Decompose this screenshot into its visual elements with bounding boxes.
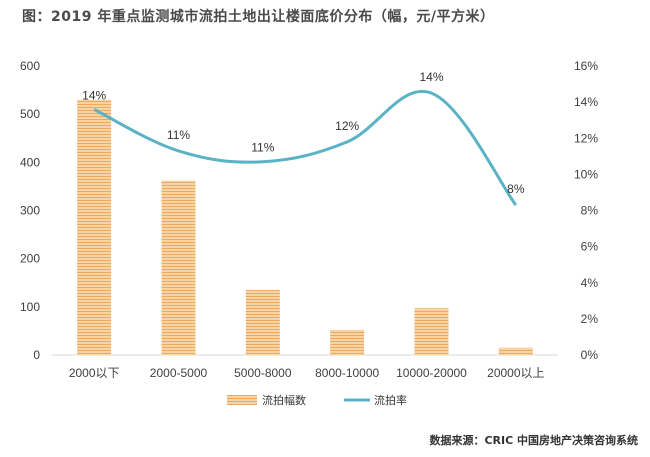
left-tick-label: 600 [20, 59, 40, 73]
legend-bar-label: 流拍幅数 [262, 393, 306, 407]
left-tick-label: 400 [20, 155, 40, 169]
bar [330, 329, 365, 355]
right-tick-label: 12% [574, 131, 598, 145]
right-tick-label: 8% [581, 204, 599, 218]
bar [77, 99, 112, 355]
x-tick-label: 2000以下 [69, 366, 120, 380]
right-tick-label: 6% [581, 240, 599, 254]
left-tick-label: 500 [20, 107, 40, 121]
right-tick-label: 2% [581, 312, 599, 326]
left-axis: 0 100 200 300 400 500 600 [20, 59, 40, 362]
right-tick-label: 0% [581, 348, 599, 362]
right-axis: 0% 2% 4% 6% 8% 10% 12% 14% 16% [574, 59, 598, 362]
left-tick-label: 300 [20, 204, 40, 218]
data-label: 8% [507, 182, 525, 196]
chart-title: 图：2019 年重点监测城市流拍土地出让楼面底价分布（幅，元/平方米） [22, 9, 495, 25]
right-tick-label: 4% [581, 276, 599, 290]
legend-line-label: 流拍率 [374, 393, 407, 407]
right-tick-label: 14% [574, 95, 598, 109]
right-tick-label: 10% [574, 167, 598, 181]
bar [245, 289, 280, 355]
left-tick-label: 0 [33, 348, 40, 362]
data-label: 14% [82, 88, 106, 102]
x-tick-label: 10000-20000 [396, 366, 467, 380]
data-labels: 14% 11% 11% 12% 14% 8% [82, 70, 525, 196]
line-series [93, 89, 518, 206]
data-label: 11% [251, 141, 274, 155]
left-tick-label: 200 [20, 252, 40, 266]
x-tick-label: 2000-5000 [150, 366, 208, 380]
legend: 流拍幅数 流拍率 [227, 393, 407, 407]
x-tick-label: 5000-8000 [234, 366, 292, 380]
bar [161, 180, 196, 355]
bar [498, 347, 533, 355]
x-axis: 2000以下 2000-5000 5000-8000 8000-10000 10000-… [69, 366, 545, 380]
rate-line [93, 89, 518, 206]
data-label: 12% [335, 119, 359, 133]
x-tick-label: 8000-10000 [315, 366, 379, 380]
legend-bar-swatch [227, 395, 257, 405]
left-tick-label: 100 [20, 300, 40, 314]
bar [414, 308, 449, 355]
bar-series [52, 99, 558, 356]
x-tick-label: 20000以上 [487, 366, 544, 380]
data-label: 11% [167, 128, 190, 142]
right-tick-label: 16% [574, 59, 598, 73]
data-label: 14% [419, 70, 443, 84]
source-note: 数据来源：CRIC 中国房地产决策咨询系统 [429, 434, 638, 447]
